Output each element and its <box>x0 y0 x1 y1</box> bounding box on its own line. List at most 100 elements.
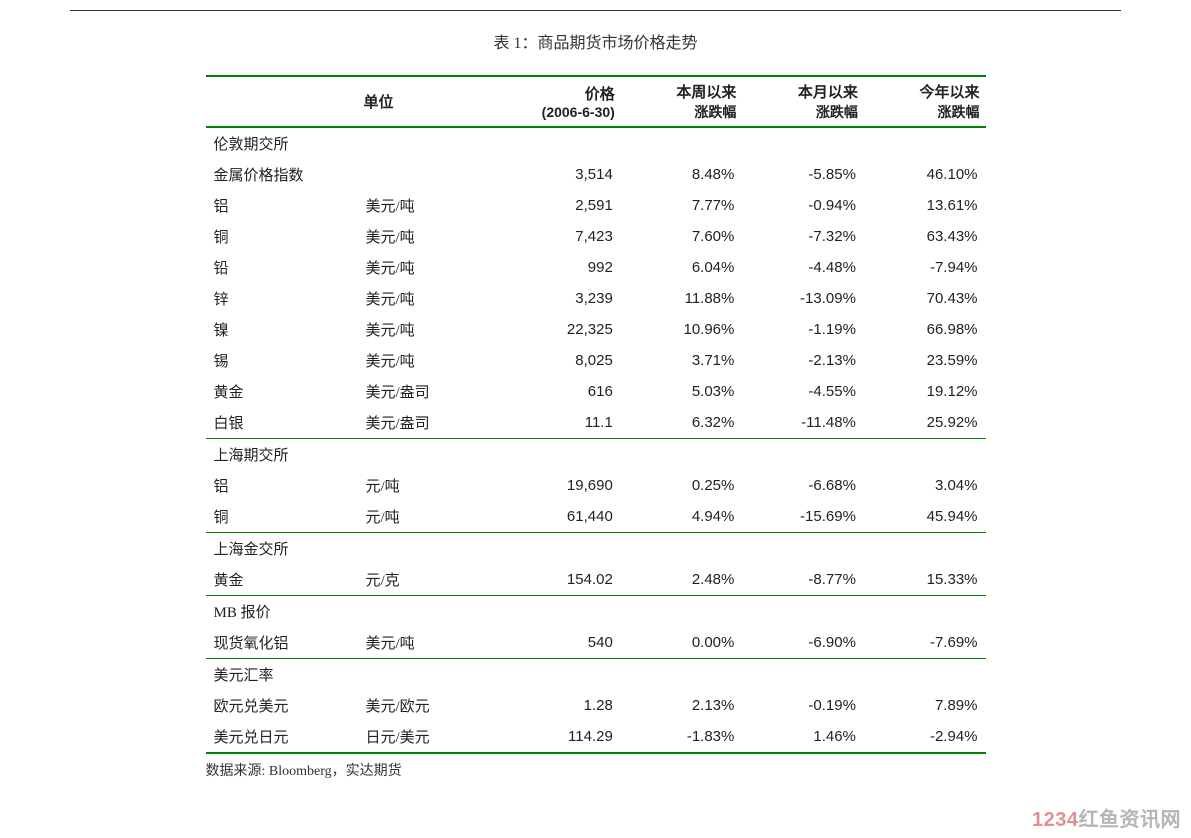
cell-name: 白银 <box>206 407 358 439</box>
cell-unit: 美元/吨 <box>357 314 489 345</box>
cell-month: -1.19% <box>742 314 864 345</box>
section-title: 美元汇率 <box>206 659 986 691</box>
section-title: 上海金交所 <box>206 533 986 565</box>
section-title: 上海期交所 <box>206 439 986 471</box>
futures-price-table: 单位 价格 (2006-6-30) 本周以来 涨跌幅 本月以来 涨跌幅 今年以来… <box>206 75 986 754</box>
cell-month: -6.68% <box>742 470 864 501</box>
header-week: 本周以来 涨跌幅 <box>621 76 743 127</box>
cell-week: 2.48% <box>621 564 743 596</box>
cell-name: 黄金 <box>206 564 358 596</box>
cell-price: 3,514 <box>489 159 621 190</box>
cell-month: -13.09% <box>742 283 864 314</box>
cell-unit: 元/吨 <box>357 501 489 533</box>
table-row: 欧元兑美元美元/欧元1.282.13%-0.19%7.89% <box>206 690 986 721</box>
cell-name: 铜 <box>206 221 358 252</box>
cell-year: 70.43% <box>864 283 986 314</box>
table-body: 伦敦期交所金属价格指数3,5148.48%-5.85%46.10%铝美元/吨2,… <box>206 127 986 753</box>
top-horizontal-rule <box>70 10 1121 11</box>
cell-name: 黄金 <box>206 376 358 407</box>
section-title: 伦敦期交所 <box>206 127 986 159</box>
table-row: 白银美元/盎司11.16.32%-11.48%25.92% <box>206 407 986 439</box>
cell-name: 美元兑日元 <box>206 721 358 753</box>
table-row: 铝元/吨19,6900.25%-6.68%3.04% <box>206 470 986 501</box>
table-row: 锌美元/吨3,23911.88%-13.09%70.43% <box>206 283 986 314</box>
section-title-row: 上海金交所 <box>206 533 986 565</box>
cell-week: 11.88% <box>621 283 743 314</box>
cell-year: 45.94% <box>864 501 986 533</box>
table-caption: 表 1：商品期货市场价格走势 <box>0 29 1191 53</box>
cell-week: 10.96% <box>621 314 743 345</box>
cell-week: 7.60% <box>621 221 743 252</box>
cell-price: 154.02 <box>489 564 621 596</box>
header-unit-label: 单位 <box>363 95 393 111</box>
cell-name: 现货氧化铝 <box>206 627 358 659</box>
cell-week: 7.77% <box>621 190 743 221</box>
cell-week: -1.83% <box>621 721 743 753</box>
header-price-top: 价格 <box>585 86 615 103</box>
cell-month: 1.46% <box>742 721 864 753</box>
table-row: 黄金元/克154.022.48%-8.77%15.33% <box>206 564 986 596</box>
cell-year: 19.12% <box>864 376 986 407</box>
cell-unit: 日元/美元 <box>357 721 489 753</box>
cell-price: 540 <box>489 627 621 659</box>
cell-month: -7.32% <box>742 221 864 252</box>
header-week-top: 本周以来 <box>676 84 736 101</box>
cell-name: 欧元兑美元 <box>206 690 358 721</box>
cell-unit: 元/吨 <box>357 470 489 501</box>
header-month-top: 本月以来 <box>798 84 858 101</box>
cell-price: 114.29 <box>489 721 621 753</box>
cell-name: 镍 <box>206 314 358 345</box>
cell-name: 铝 <box>206 190 358 221</box>
cell-year: 13.61% <box>864 190 986 221</box>
header-month: 本月以来 涨跌幅 <box>742 76 864 127</box>
section-title-row: 美元汇率 <box>206 659 986 691</box>
cell-unit: 美元/盎司 <box>357 376 489 407</box>
table-row: 金属价格指数3,5148.48%-5.85%46.10% <box>206 159 986 190</box>
header-year: 今年以来 涨跌幅 <box>864 76 986 127</box>
cell-price: 1.28 <box>489 690 621 721</box>
cell-price: 7,423 <box>489 221 621 252</box>
table-row: 黄金美元/盎司6165.03%-4.55%19.12% <box>206 376 986 407</box>
cell-year: -7.94% <box>864 252 986 283</box>
cell-year: -7.69% <box>864 627 986 659</box>
cell-week: 0.25% <box>621 470 743 501</box>
section-title-row: MB 报价 <box>206 596 986 628</box>
cell-week: 4.94% <box>621 501 743 533</box>
header-month-sub: 涨跌幅 <box>748 102 858 122</box>
section-title: MB 报价 <box>206 596 986 628</box>
cell-price: 3,239 <box>489 283 621 314</box>
cell-name: 铝 <box>206 470 358 501</box>
cell-unit: 美元/欧元 <box>357 690 489 721</box>
table-row: 铜美元/吨7,4237.60%-7.32%63.43% <box>206 221 986 252</box>
cell-price: 8,025 <box>489 345 621 376</box>
cell-week: 8.48% <box>621 159 743 190</box>
cell-year: 46.10% <box>864 159 986 190</box>
cell-unit <box>357 159 489 190</box>
cell-year: 7.89% <box>864 690 986 721</box>
cell-unit: 元/克 <box>357 564 489 596</box>
cell-week: 2.13% <box>621 690 743 721</box>
table-container: 单位 价格 (2006-6-30) 本周以来 涨跌幅 本月以来 涨跌幅 今年以来… <box>206 75 986 780</box>
cell-unit: 美元/吨 <box>357 345 489 376</box>
cell-month: -0.19% <box>742 690 864 721</box>
header-price-sub: (2006-6-30) <box>495 104 615 120</box>
cell-price: 616 <box>489 376 621 407</box>
table-row: 铜元/吨61,4404.94%-15.69%45.94% <box>206 501 986 533</box>
cell-price: 11.1 <box>489 407 621 439</box>
cell-year: 3.04% <box>864 470 986 501</box>
cell-unit: 美元/吨 <box>357 627 489 659</box>
cell-week: 0.00% <box>621 627 743 659</box>
header-price: 价格 (2006-6-30) <box>489 76 621 127</box>
cell-year: -2.94% <box>864 721 986 753</box>
cell-month: -15.69% <box>742 501 864 533</box>
cell-week: 6.04% <box>621 252 743 283</box>
header-blank <box>206 76 358 127</box>
cell-unit: 美元/吨 <box>357 252 489 283</box>
table-row: 铝美元/吨2,5917.77%-0.94%13.61% <box>206 190 986 221</box>
table-row: 锡美元/吨8,0253.71%-2.13%23.59% <box>206 345 986 376</box>
cell-name: 铜 <box>206 501 358 533</box>
cell-name: 锡 <box>206 345 358 376</box>
cell-year: 66.98% <box>864 314 986 345</box>
table-row: 铅美元/吨9926.04%-4.48%-7.94% <box>206 252 986 283</box>
cell-month: -2.13% <box>742 345 864 376</box>
